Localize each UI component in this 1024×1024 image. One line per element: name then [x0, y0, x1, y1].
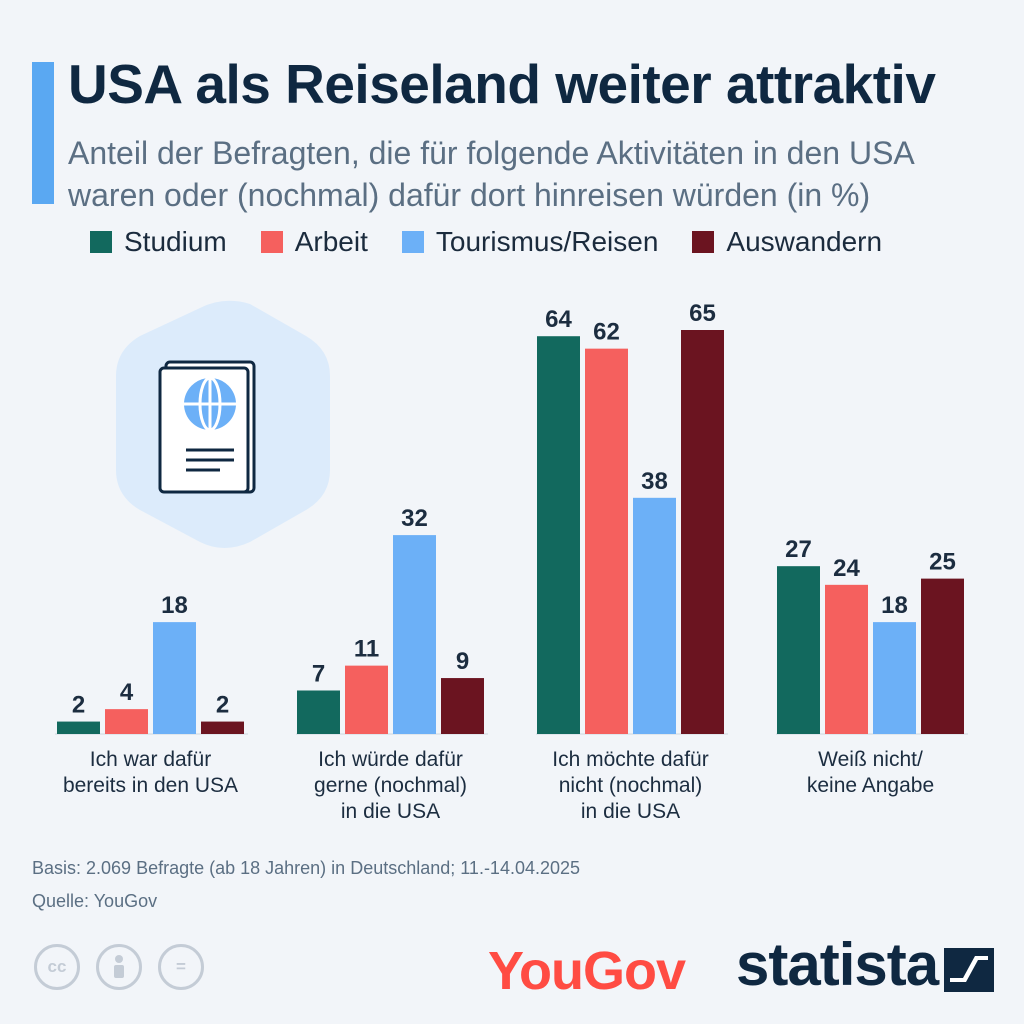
category-label: Ich war dafür bereits in den USA	[63, 748, 238, 797]
bar-auswandern	[441, 678, 484, 734]
bar-auswandern	[921, 578, 964, 734]
legend-label: Arbeit	[294, 226, 368, 257]
category-label: Ich möchte dafür nicht (nochmal) in die US…	[552, 748, 708, 823]
basis-note: Basis: 2.069 Befragte (ab 18 Jahren) in …	[32, 858, 581, 878]
legend-item-studium: Studium	[90, 226, 227, 258]
bar-tourismus	[633, 497, 676, 734]
legend-swatch-auswandern	[692, 231, 715, 253]
bar-arbeit	[345, 665, 388, 734]
category-label: Ich würde dafür gerne (nochmal) in die USA	[314, 748, 467, 823]
bar-tourismus	[393, 535, 436, 734]
category-label: Weiß nicht/keine Angabe	[807, 748, 934, 797]
no-derivatives-icon[interactable]: =	[158, 944, 204, 990]
bar-arbeit	[825, 584, 868, 734]
bar-value-label: 62	[593, 319, 620, 346]
legend-item-tourismus: Tourismus/Reisen	[401, 226, 659, 258]
bar-value-label: 2	[72, 692, 85, 719]
bar-value-label: 18	[161, 592, 188, 619]
bar-value-label: 7	[312, 660, 325, 687]
bar-value-label: 24	[833, 555, 860, 582]
bar-value-label: 9	[456, 648, 469, 675]
bar-value-label: 32	[401, 505, 428, 532]
title-accent-bar	[32, 62, 54, 204]
yougov-logo[interactable]: YouGov	[488, 941, 686, 1001]
bar-value-label: 38	[641, 468, 668, 495]
legend-item-auswandern: Auswandern	[692, 226, 882, 258]
chart-subtitle: Anteil der Befragten, die für folgende A…	[68, 135, 913, 213]
bar-value-label: 64	[545, 306, 572, 333]
legend-label: Tourismus/Reisen	[435, 226, 659, 257]
passport-icon	[158, 360, 256, 494]
bar-value-label: 4	[120, 679, 134, 706]
bar-tourismus	[873, 622, 916, 734]
legend-label: Studium	[124, 226, 227, 257]
bar-value-label: 18	[881, 592, 908, 619]
legend-swatch-tourismus	[401, 231, 424, 253]
legend: Studium Arbeit Tourismus/Reisen Auswande…	[90, 226, 882, 258]
bar-auswandern	[681, 330, 724, 734]
cc-icon[interactable]: cc	[34, 944, 80, 990]
bar-auswandern	[201, 721, 244, 734]
legend-item-arbeit: Arbeit	[260, 226, 368, 258]
legend-swatch-studium	[90, 231, 112, 253]
legend-label: Auswandern	[726, 226, 883, 257]
legend-swatch-arbeit	[260, 231, 283, 253]
bar-value-label: 25	[929, 549, 956, 576]
bar-value-label: 65	[689, 300, 716, 327]
bar-value-label: 2	[216, 692, 229, 719]
bar-studium	[777, 566, 820, 734]
source-note: Quelle: YouGov	[32, 891, 158, 911]
bar-arbeit	[585, 348, 628, 734]
bar-studium	[57, 721, 100, 734]
bar-value-label: 11	[354, 636, 379, 663]
attribution-icon[interactable]	[96, 944, 142, 990]
bar-value-label: 27	[785, 536, 812, 563]
chart-title: USA als Reiseland weiter attraktiv	[68, 53, 936, 115]
bar-tourismus	[153, 622, 196, 734]
passport-illustration	[116, 300, 330, 548]
statista-logo-text[interactable]: statista	[736, 931, 939, 998]
footer: Basis: 2.069 Befragte (ab 18 Jahren) in …	[32, 852, 580, 918]
bar-studium	[537, 336, 580, 734]
statista-mark-icon	[944, 948, 994, 992]
bar-studium	[297, 690, 340, 734]
license-icons: cc =	[34, 944, 204, 990]
bar-arbeit	[105, 709, 148, 734]
